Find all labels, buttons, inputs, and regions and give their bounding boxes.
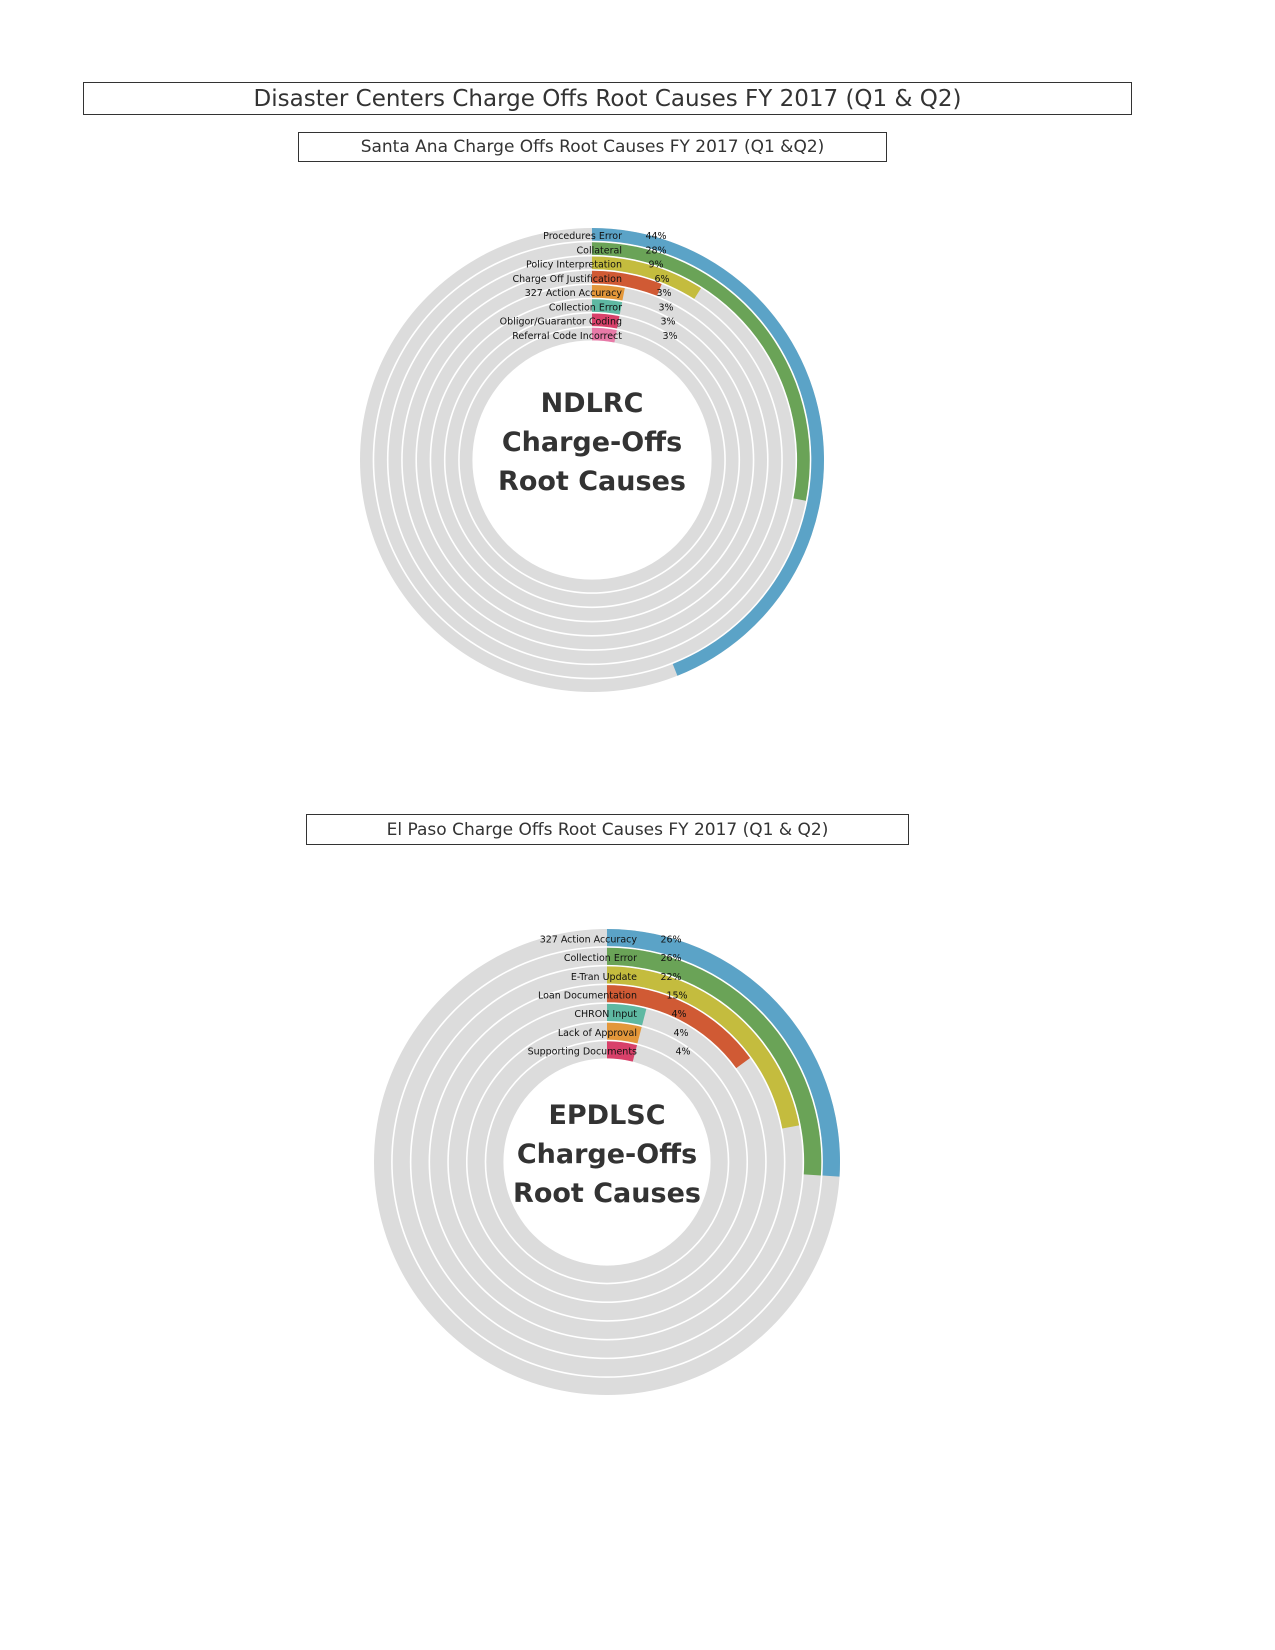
arc-bar-charge-off-justification [592,270,662,296]
category-label-327-action-accuracy: 327 Action Accuracy [525,288,623,299]
category-label-procedures-error: Procedures Error [543,231,622,242]
value-label-collection-error: 26% [660,953,681,964]
category-label-chron-input: CHRON Input [574,1009,637,1020]
category-label-supporting-documents: Supporting Documents [528,1047,637,1058]
category-label-collection-error: Collection Error [564,953,637,964]
center-label: EPDLSC [548,1100,665,1131]
arc-bar-chron-input [607,1003,647,1026]
arc-bar-e-tran-update [607,966,800,1129]
arc-bar-supporting-documents [607,1041,638,1062]
value-label-policy-interpretation: 9% [648,260,663,271]
category-label-lack-of-approval: Lack of Approval [558,1028,637,1039]
arc-bar-obligor-guarantor-coding [592,313,620,329]
value-label-charge-off-justification: 6% [654,274,669,285]
value-label-referral-code-incorrect: 3% [662,331,677,342]
value-label-collection-error: 3% [658,302,673,313]
arc-bar-327-action-accuracy [592,285,625,301]
value-label-obligor-guarantor-coding: 3% [660,317,675,328]
value-label-327-action-accuracy: 3% [656,288,671,299]
arc-bar-policy-interpretation [592,256,702,299]
page-title: Disaster Centers Charge Offs Root Causes… [83,82,1132,115]
value-label-327-action-accuracy: 26% [660,934,681,945]
value-label-loan-documentation: 15% [666,991,687,1002]
category-label-327-action-accuracy: 327 Action Accuracy [540,934,638,945]
category-label-policy-interpretation: Policy Interpretation [526,260,622,271]
value-label-collateral: 28% [645,245,666,256]
category-label-obligor-guarantor-coding: Obligor/Guarantor Coding [500,317,622,328]
arc-bar-327-action-accuracy [607,929,840,1177]
center-label: Root Causes [498,466,686,497]
center-label: Root Causes [513,1178,701,1209]
center-label: NDLRC [541,388,644,419]
arc-bar-collection-error [592,299,623,315]
chart-title-el-paso: El Paso Charge Offs Root Causes FY 2017 … [306,814,909,845]
category-label-collateral: Collateral [577,245,622,256]
arc-bar-referral-code-incorrect [592,327,617,343]
value-label-supporting-documents: 4% [675,1047,690,1058]
category-label-referral-code-incorrect: Referral Code Incorrect [512,331,622,342]
value-label-procedures-error: 44% [645,231,666,242]
value-label-lack-of-approval: 4% [673,1028,688,1039]
arc-bar-collection-error [607,947,822,1176]
center-label: Charge-Offs [502,427,682,458]
category-label-e-tran-update: E-Tran Update [571,972,637,983]
value-label-chron-input: 4% [671,1009,686,1020]
category-label-charge-off-justification: Charge Off Justification [512,274,622,285]
arc-bar-loan-documentation [607,985,751,1069]
arc-bar-lack-of-approval [607,1022,642,1044]
category-label-loan-documentation: Loan Documentation [538,991,637,1002]
center-label: Charge-Offs [517,1139,697,1170]
category-label-collection-error: Collection Error [549,302,622,313]
chart-title-santa-ana: Santa Ana Charge Offs Root Causes FY 201… [298,132,887,162]
value-label-e-tran-update: 22% [660,972,681,983]
